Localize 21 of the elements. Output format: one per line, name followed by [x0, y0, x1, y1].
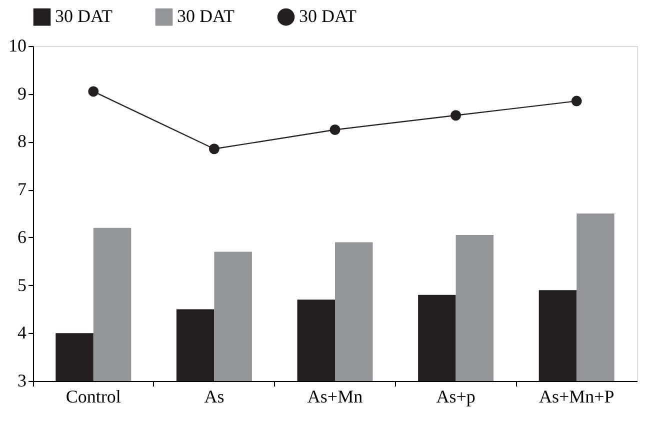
point	[571, 96, 582, 106]
x-tick-label: As+Mn	[307, 386, 363, 406]
legend-label: 30 DAT	[299, 6, 357, 26]
y-tick-label: 7	[18, 179, 26, 200]
y-tick-label: 5	[18, 274, 26, 295]
y-tick-label: 8	[18, 131, 26, 152]
y-tick-label: 9	[18, 83, 26, 104]
y-tick-label: 4	[18, 322, 26, 343]
y-tick-label: 10	[8, 36, 26, 56]
x-tick-label: Control	[66, 386, 121, 406]
point	[208, 144, 220, 154]
point	[88, 86, 99, 97]
y-tick-label: 6	[18, 226, 26, 247]
y-tick-label: 3	[18, 370, 26, 390]
point	[330, 124, 340, 135]
point	[450, 110, 462, 121]
x-tick-label: As+p	[436, 386, 476, 406]
legend-label: 30 DAT	[55, 6, 113, 26]
x-tick-label: As	[204, 386, 224, 406]
x-tick-label: As+Mn+P	[538, 386, 614, 406]
legend-label: 30 DAT	[177, 6, 235, 26]
